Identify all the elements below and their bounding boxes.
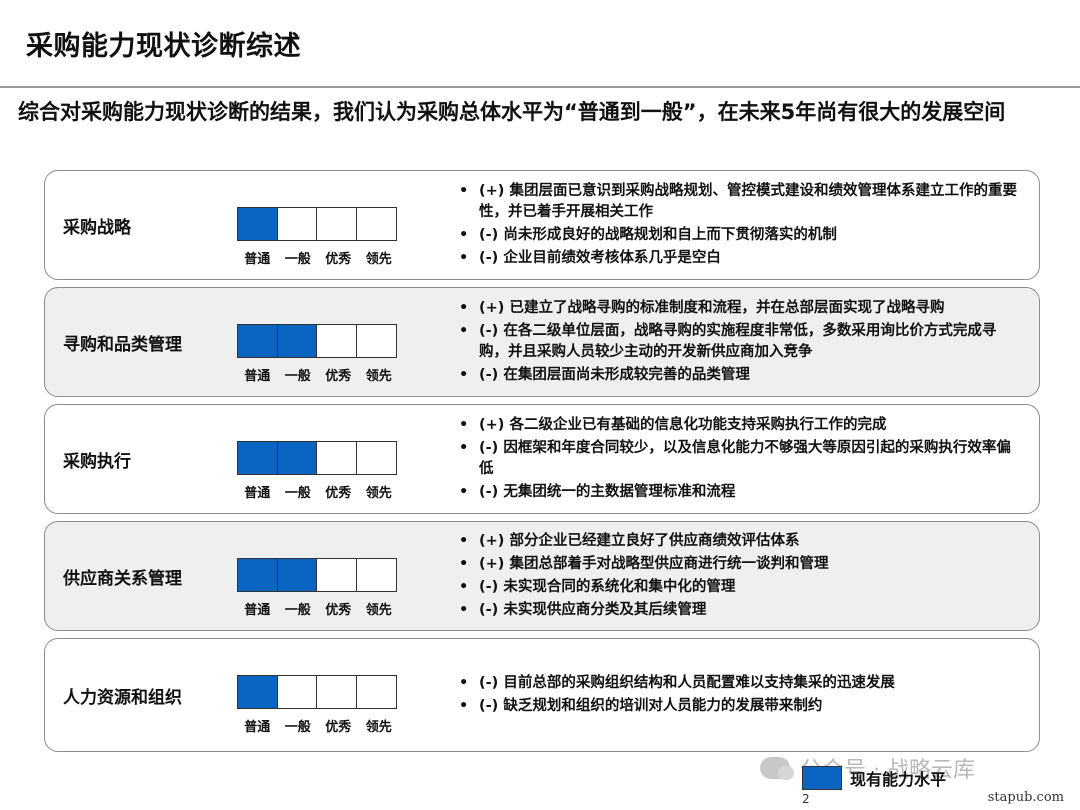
finding-list: (+) 部分企业已经建立良好了供应商绩效评估体系(+) 集团总部着手对战略型供应…	[457, 522, 1025, 630]
scale-label: 领先	[365, 252, 392, 267]
scale-label: 一般	[284, 603, 311, 618]
scale-cell	[237, 441, 278, 475]
finding-item: (+) 部分企业已经建立良好了供应商绩效评估体系	[457, 531, 1025, 552]
legend: 现有能力水平	[802, 766, 946, 790]
site-label: stapub.com	[987, 790, 1064, 805]
scale-cell	[355, 324, 397, 358]
finding-item: (+) 各二级企业已有基础的信息化功能支持采购执行工作的完成	[457, 415, 1025, 436]
finding-item: (-) 目前总部的采购组织结构和人员配置难以支持集采的迅速发展	[457, 673, 1025, 694]
scale-cell	[355, 441, 397, 475]
scale-label: 领先	[365, 603, 392, 618]
scale-cell	[316, 207, 357, 241]
maturity-scale: 普通 一般 优秀 领先	[237, 558, 399, 618]
finding-item: (-) 缺乏规划和组织的培训对人员能力的发展带来制约	[457, 696, 1025, 717]
finding-item: (-) 因框架和年度合同较少，以及信息化能力不够强大等原因引起的采购执行效率偏低	[457, 438, 1025, 480]
page-number: 2	[802, 792, 810, 806]
scale-label: 普通	[244, 486, 271, 501]
title-divider	[0, 86, 1080, 88]
scale-cell	[355, 558, 397, 592]
finding-list: (+) 集团层面已意识到采购战略规划、管控模式建设和绩效管理体系建立工作的重要性…	[457, 171, 1025, 279]
finding-item: (+) 集团总部着手对战略型供应商进行统一谈判和管理	[457, 554, 1025, 575]
maturity-scale: 普通 一般 优秀 领先	[237, 324, 399, 384]
scale-cell	[276, 558, 318, 592]
finding-item: (-) 未实现合同的系统化和集中化的管理	[457, 577, 1025, 598]
scale-label: 一般	[284, 369, 311, 384]
scale-cell	[237, 324, 278, 358]
scale-cell	[316, 441, 357, 475]
finding-item: (-) 在集团层面尚未形成较完善的品类管理	[457, 365, 1025, 386]
finding-list: (+) 各二级企业已有基础的信息化功能支持采购执行工作的完成(-) 因框架和年度…	[457, 405, 1025, 513]
page-title: 采购能力现状诊断综述	[26, 31, 301, 62]
maturity-scale: 普通 一般 优秀 领先	[237, 675, 399, 735]
scale-label: 领先	[365, 369, 392, 384]
scale-label: 领先	[365, 486, 392, 501]
scale-label: 优秀	[325, 486, 352, 501]
finding-item: (-) 未实现供应商分类及其后续管理	[457, 600, 1025, 621]
wechat-icon	[760, 757, 794, 780]
scale-cell	[316, 675, 357, 709]
finding-item: (-) 企业目前绩效考核体系几乎是空白	[457, 248, 1025, 269]
finding-list: (+) 已建立了战略寻购的标准制度和流程，并在总部层面实现了战略寻购(-) 在各…	[457, 288, 1025, 396]
maturity-scale: 普通 一般 优秀 领先	[237, 207, 399, 267]
scale-cell	[316, 558, 357, 592]
scale-cell	[276, 207, 318, 241]
row-label: 供应商关系管理	[63, 568, 182, 589]
scale-cell	[276, 324, 318, 358]
legend-swatch	[802, 766, 842, 790]
finding-item: (+) 集团层面已意识到采购战略规划、管控模式建设和绩效管理体系建立工作的重要性…	[457, 181, 1025, 223]
legend-label: 现有能力水平	[850, 770, 947, 789]
scale-label: 优秀	[325, 720, 352, 735]
row-label: 人力资源和组织	[63, 687, 182, 708]
scale-label: 优秀	[325, 603, 352, 618]
finding-item: (-) 在各二级单位层面，战略寻购的实施程度非常低，多数采用询比价方式完成寻购，…	[457, 321, 1025, 363]
row-label: 寻购和品类管理	[63, 334, 182, 355]
finding-item: (-) 尚未形成良好的战略规划和自上而下贯彻落实的机制	[457, 225, 1025, 246]
finding-item: (+) 已建立了战略寻购的标准制度和流程，并在总部层面实现了战略寻购	[457, 298, 1025, 319]
scale-cell	[276, 441, 318, 475]
summary-statement: 综合对采购能力现状诊断的结果，我们认为采购总体水平为“普通到一般”，在未来5年尚…	[18, 100, 1006, 124]
scale-label: 领先	[365, 720, 392, 735]
scale-cell	[237, 675, 278, 709]
row-label: 采购执行	[63, 451, 131, 472]
scale-label: 普通	[244, 369, 271, 384]
scale-cell	[276, 675, 318, 709]
scale-label: 普通	[244, 603, 271, 618]
finding-list: (-) 目前总部的采购组织结构和人员配置难以支持集采的迅速发展(-) 缺乏规划和…	[457, 639, 1025, 751]
scale-cell	[237, 207, 278, 241]
scale-label: 优秀	[325, 369, 352, 384]
scale-label: 一般	[284, 720, 311, 735]
scale-cell	[316, 324, 357, 358]
scale-cell	[237, 558, 278, 592]
row-label: 采购战略	[63, 217, 131, 238]
scale-label: 一般	[284, 486, 311, 501]
scale-cell	[355, 675, 397, 709]
maturity-scale: 普通 一般 优秀 领先	[237, 441, 399, 501]
scale-label: 优秀	[325, 252, 352, 267]
scale-label: 普通	[244, 252, 271, 267]
scale-cell	[355, 207, 397, 241]
scale-label: 普通	[244, 720, 271, 735]
finding-item: (-) 无集团统一的主数据管理标准和流程	[457, 482, 1025, 503]
scale-label: 一般	[284, 252, 311, 267]
